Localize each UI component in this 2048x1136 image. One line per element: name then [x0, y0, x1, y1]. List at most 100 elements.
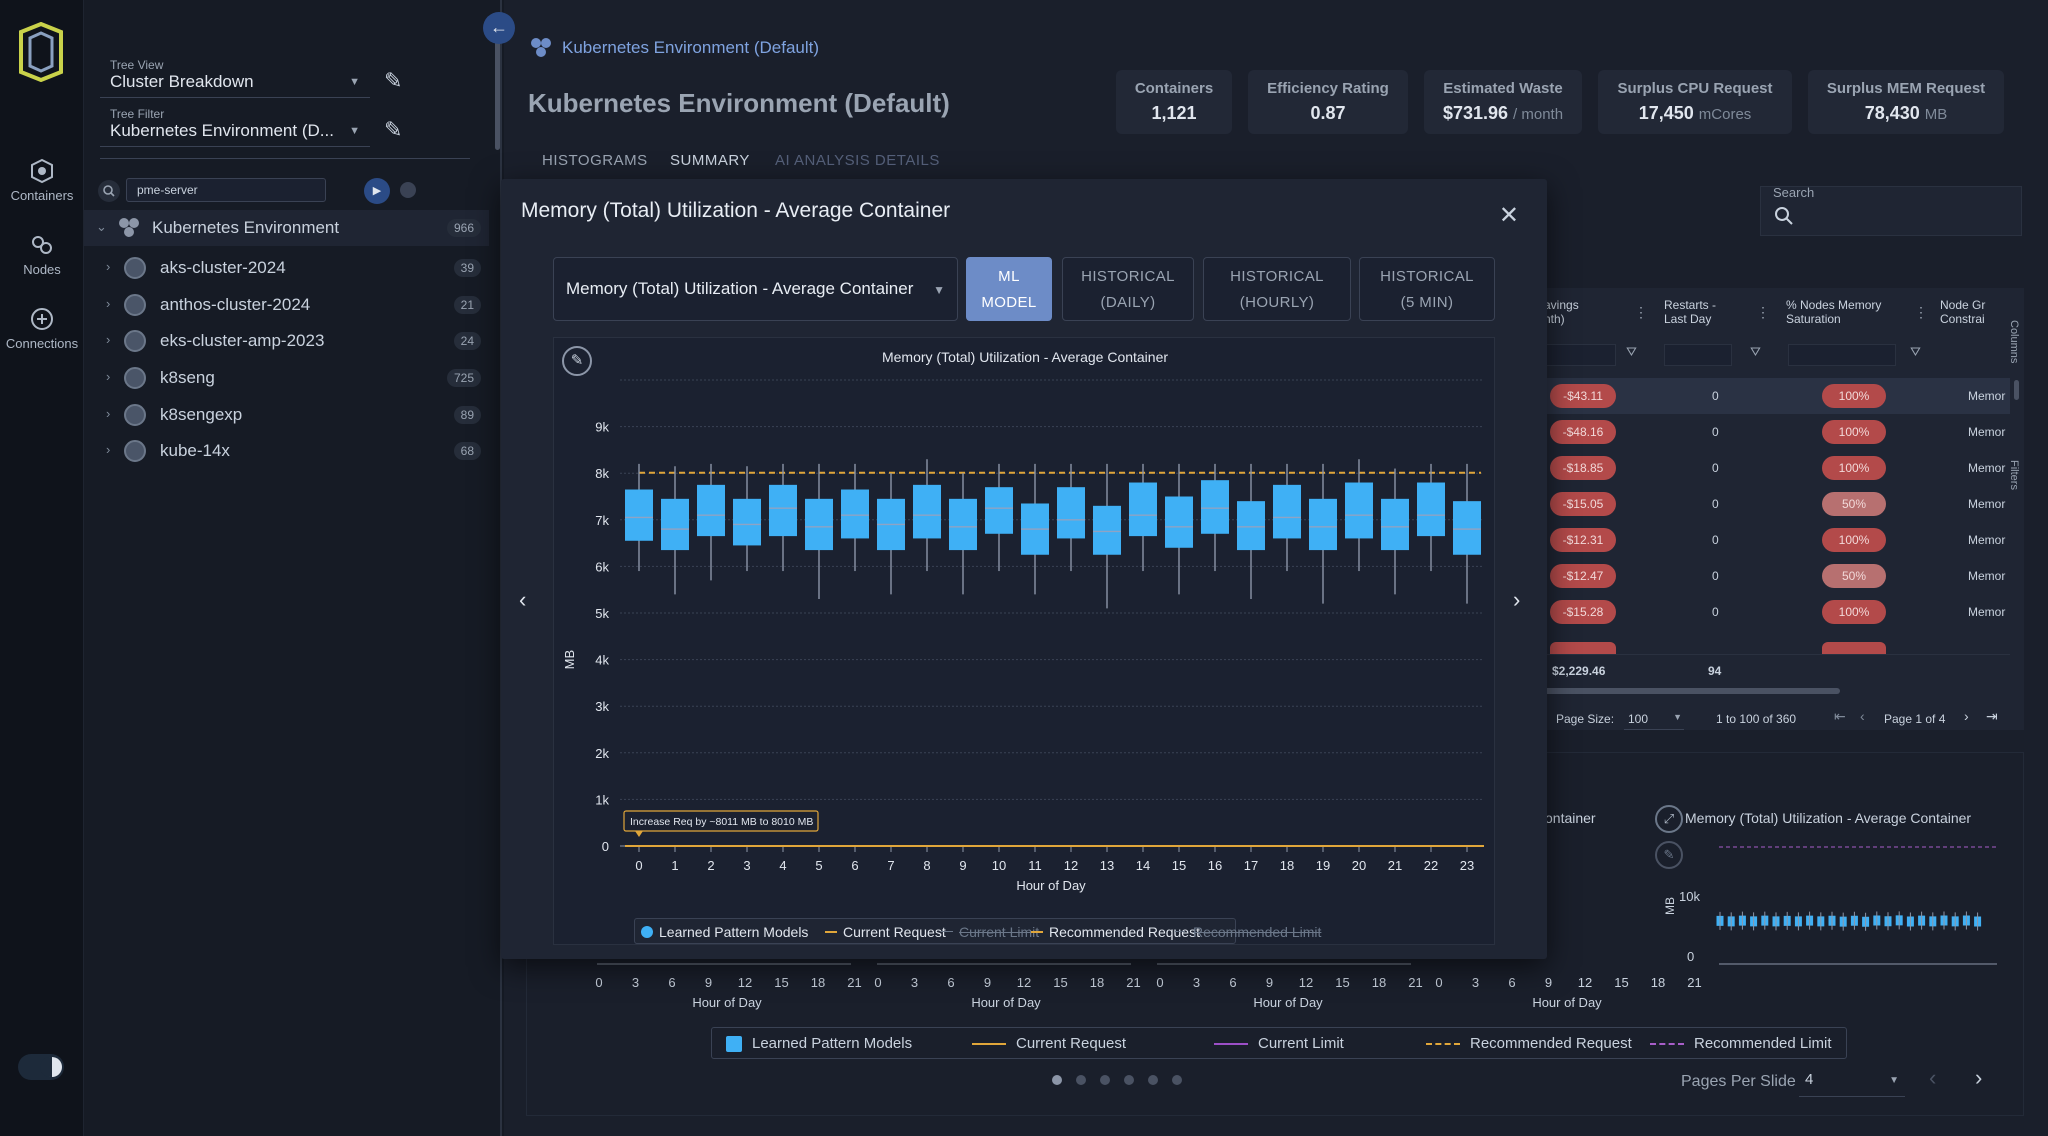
legend-current-request[interactable]: Current Request	[843, 924, 946, 940]
edit-tree-view-button[interactable]: ✎	[384, 68, 402, 94]
carousel-dot[interactable]	[1076, 1075, 1086, 1085]
tab-histograms[interactable]: HISTOGRAMS	[542, 152, 648, 169]
metric-select[interactable]: Memory (Total) Utilization - Average Con…	[553, 257, 958, 321]
tree-item[interactable]: › eks-cluster-amp-2023 24	[84, 323, 489, 359]
carousel-dot[interactable]	[1052, 1075, 1062, 1085]
filter-input[interactable]	[1544, 344, 1616, 366]
tab-ai-analysis-details[interactable]: AI ANALYSIS DETAILS	[775, 152, 940, 169]
node-group-value: Memor	[1968, 461, 2006, 475]
thumbnail-x-tick-label: 0	[874, 975, 882, 990]
tree-view-label: Tree View	[110, 58, 164, 72]
horizontal-scrollbar[interactable]	[1544, 688, 1840, 694]
carousel-dot[interactable]	[1100, 1075, 1110, 1085]
column-header[interactable]: Restarts - Last Day	[1664, 298, 1717, 326]
last-page-button[interactable]: ⇥	[1986, 708, 1998, 724]
x-tick-label: 14	[1136, 858, 1150, 873]
column-menu-icon[interactable]: ⋮	[1914, 304, 1928, 320]
collapse-panel-button[interactable]: ←	[483, 12, 515, 44]
tree-item[interactable]: › k8sengexp 89	[84, 397, 489, 433]
thumbnail-x-tick-label: 21	[847, 975, 862, 990]
legend-recommended-request[interactable]: Recommended Request	[1049, 924, 1200, 940]
box	[1345, 482, 1373, 539]
tree-scrollbar[interactable]	[495, 40, 500, 150]
tab-summary[interactable]: SUMMARY	[670, 152, 750, 169]
legend-learned-pattern-models[interactable]: Learned Pattern Models	[659, 924, 809, 940]
column-header[interactable]: avings nth)	[1544, 298, 1579, 326]
column-menu-icon[interactable]: ⋮	[1634, 304, 1648, 320]
tree-view-select[interactable]: Tree View Cluster Breakdown ▼	[100, 58, 370, 98]
pencil-icon: ✎	[384, 117, 403, 142]
app-logo[interactable]	[16, 21, 66, 83]
rail-nodes[interactable]: Nodes	[0, 232, 84, 277]
filter-input[interactable]	[1664, 344, 1732, 366]
first-page-button[interactable]: ⇤	[1834, 708, 1846, 724]
legend-recommended-limit[interactable]: Recommended Limit	[1193, 924, 1322, 940]
legend-learned-pattern-models[interactable]: Learned Pattern Models	[752, 1035, 913, 1052]
legend-current-limit[interactable]: Current Limit	[1258, 1035, 1344, 1052]
filter-input[interactable]	[1788, 344, 1896, 366]
table-row[interactable]: -$12.47 0 50% Memor	[1544, 558, 2010, 594]
column-header[interactable]: % Nodes Memory Saturation	[1786, 298, 1882, 326]
kpi-title: Estimated Waste	[1443, 80, 1563, 97]
table-row[interactable]: -$15.05 0 50% Memor	[1544, 486, 2010, 522]
edit-chart-button[interactable]: ✎	[562, 346, 592, 376]
edit-tree-filter-button[interactable]: ✎	[384, 117, 402, 143]
pages-per-slide-select[interactable]: 4 ▼	[1799, 1063, 1905, 1097]
column-menu-icon[interactable]: ⋮	[1756, 304, 1770, 320]
close-button[interactable]: ✕	[1499, 201, 1519, 230]
tree-item[interactable]: › kube-14x 68	[84, 433, 489, 469]
legend-recommended-limit[interactable]: Recommended Limit	[1694, 1035, 1832, 1052]
prev-page-button[interactable]: ‹	[1860, 708, 1865, 724]
theme-toggle[interactable]	[18, 1054, 64, 1080]
search-icon	[98, 180, 120, 202]
table-row[interactable]: -$43.11 0 100% Memor	[1544, 378, 2010, 414]
tree-search-input[interactable]	[126, 178, 326, 202]
next-page-button[interactable]: ›	[1964, 708, 1969, 724]
carousel-dot[interactable]	[1148, 1075, 1158, 1085]
carousel-prev-button[interactable]: ‹	[1929, 1065, 1937, 1090]
column-header[interactable]: Node Gr Constrai	[1940, 298, 1986, 326]
thumbnail-title: Memory (Total) Utilization - Average Con…	[1685, 810, 1972, 826]
tab-historical-hourly[interactable]: HISTORICAL (HOURLY)	[1203, 257, 1351, 321]
tab-ml-model[interactable]: ML MODEL	[966, 257, 1052, 321]
table-row[interactable]: -$12.31 0 100% Memor	[1544, 522, 2010, 558]
table-row[interactable]: -$15.28 0 100% Memor	[1544, 594, 2010, 630]
rail-connections[interactable]: Connections	[0, 306, 84, 351]
carousel-next-button[interactable]: ›	[1975, 1065, 1983, 1090]
tab-historical-5min[interactable]: HISTORICAL (5 MIN)	[1359, 257, 1495, 321]
legend-recommended-request[interactable]: Recommended Request	[1470, 1035, 1632, 1052]
clear-search-button[interactable]	[400, 182, 416, 198]
carousel-dot[interactable]	[1124, 1075, 1134, 1085]
filter-icon[interactable]: ⛛	[1910, 344, 1921, 359]
tree-item[interactable]: › aks-cluster-2024 39	[84, 250, 489, 286]
rail-containers[interactable]: Containers	[0, 158, 84, 203]
tree-item[interactable]: › k8seng 725	[84, 360, 489, 396]
filter-icon[interactable]: ⛛	[1750, 344, 1761, 359]
vertical-scrollbar[interactable]	[2014, 380, 2019, 400]
restarts-value: 0	[1712, 569, 1719, 583]
edit-icon[interactable]: ✎	[1655, 841, 1683, 869]
tree-root-item[interactable]: ⌄ Kubernetes Environment 966	[84, 210, 489, 246]
box	[1201, 480, 1229, 534]
carousel-dot[interactable]	[1172, 1075, 1182, 1085]
thumbnail-x-tick-label: 0	[1435, 975, 1443, 990]
filter-icon[interactable]: ⛛	[1626, 344, 1637, 359]
legend-current-limit[interactable]: Current Limit	[959, 924, 1040, 940]
page-size-select[interactable]: 100 ▼	[1624, 706, 1684, 730]
tree-item[interactable]: › anthos-cluster-2024 21	[84, 287, 489, 323]
search-go-button[interactable]: ▶	[364, 178, 390, 204]
next-chart-button[interactable]: ›	[1513, 587, 1521, 612]
tab-historical-daily[interactable]: HISTORICAL (DAILY)	[1062, 257, 1194, 321]
search-field[interactable]: Search	[1760, 185, 2022, 236]
chart-labels: Memory (Total) Utilization - Average Con…	[562, 349, 1474, 893]
search-icon	[1775, 207, 1793, 225]
side-tab-filters[interactable]: Filters	[2008, 460, 2020, 490]
expand-icon[interactable]: ⤢	[1655, 805, 1683, 833]
x-tick-label: 13	[1100, 858, 1114, 873]
table-row[interactable]: -$48.16 0 100% Memor	[1544, 414, 2010, 450]
tree-filter-select[interactable]: Tree Filter Kubernetes Environment (D...…	[100, 107, 370, 147]
legend-current-request[interactable]: Current Request	[1016, 1035, 1127, 1052]
side-tab-columns[interactable]: Columns	[2008, 320, 2020, 364]
table-row[interactable]: -$18.85 0 100% Memor	[1544, 450, 2010, 486]
prev-chart-button[interactable]: ‹	[519, 587, 527, 612]
